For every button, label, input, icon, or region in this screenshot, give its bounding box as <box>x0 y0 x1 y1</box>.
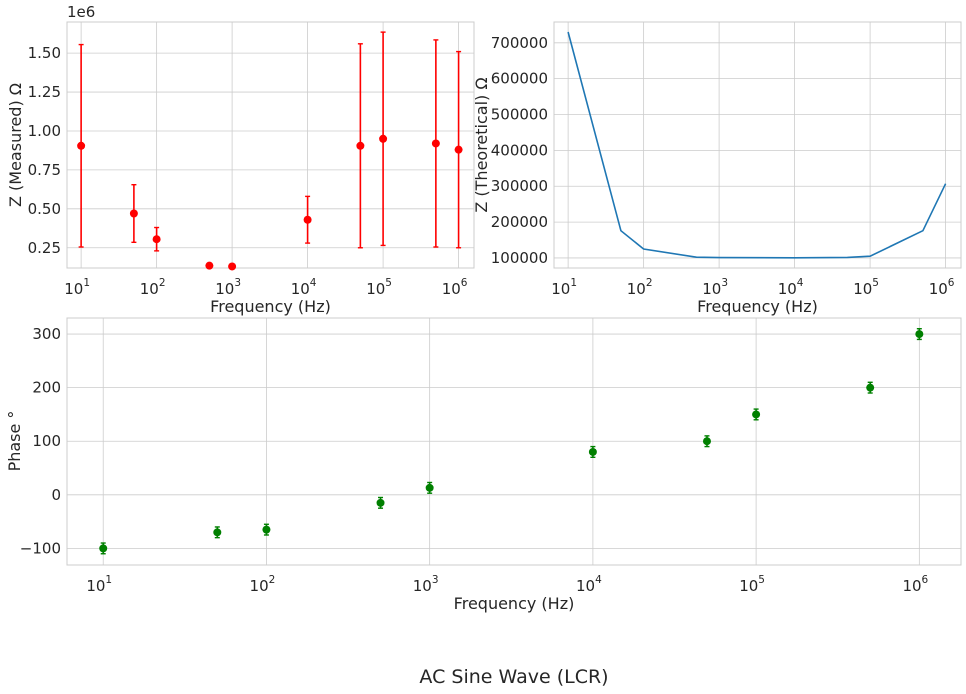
x-tick-label: 101 <box>551 277 577 298</box>
y-tick-label: 300 <box>32 325 61 343</box>
y-tick-label: 0.25 <box>28 239 61 257</box>
y-tick-label: 200 <box>32 379 61 397</box>
data-point <box>205 261 214 270</box>
y-tick-label: 0.75 <box>28 161 61 179</box>
x-axis-label: Frequency (Hz) <box>697 297 818 316</box>
x-tick-label: 105 <box>366 277 392 298</box>
data-point <box>431 139 440 148</box>
y-tick-label: 600000 <box>491 70 548 88</box>
data-point <box>356 141 365 150</box>
y-tick-label: 100 <box>32 432 61 450</box>
figure-title: AC Sine Wave (LCR) <box>419 666 608 688</box>
data-point <box>213 528 222 537</box>
data-point <box>588 447 597 456</box>
theoretical-impedance-plot: 100000 200000 300000 400000 500000 600000 7000… <box>472 21 962 316</box>
y-tick-label: 100000 <box>491 249 548 267</box>
x-tick-label: 106 <box>902 574 928 595</box>
x-tick-label: 106 <box>442 277 468 298</box>
data-point <box>99 544 108 553</box>
plot-frame <box>66 317 962 566</box>
y-tick-label: 300000 <box>491 177 548 195</box>
series-line <box>567 31 947 259</box>
x-tick-label: 101 <box>64 277 90 298</box>
x-tick-label: 105 <box>739 574 765 595</box>
x-tick-label: 101 <box>86 574 112 595</box>
data-point <box>152 235 161 244</box>
data-point <box>866 383 875 392</box>
plot-area <box>554 22 961 268</box>
y-tick-label: 1.50 <box>28 44 61 62</box>
y-axis-label: Phase ° <box>5 411 24 472</box>
y-axis-label: Z (Measured) Ω <box>6 83 25 207</box>
y-tick-label: 200000 <box>491 213 548 231</box>
y-tick-label: 700000 <box>491 34 548 52</box>
axis-offset-label: 1e6 <box>67 3 95 21</box>
phase-plot: −100 0 100 200 300 101 102 103 104 105 106 Frequenc… <box>5 317 962 613</box>
y-tick-label: 1.00 <box>28 122 61 140</box>
x-axis-label: Frequency (Hz) <box>210 297 331 316</box>
data-point <box>262 525 271 534</box>
data-point <box>379 134 388 143</box>
data-point <box>129 209 138 218</box>
data-point <box>454 145 463 154</box>
x-tick-label: 106 <box>929 277 955 298</box>
y-tick-label: −100 <box>20 539 61 557</box>
y-tick-label: 1.25 <box>28 83 61 101</box>
x-tick-label: 105 <box>853 277 879 298</box>
x-tick-label: 102 <box>627 277 653 298</box>
plot-area <box>67 22 474 268</box>
data-point <box>425 483 434 492</box>
data-point <box>376 498 385 507</box>
y-axis-label: Z (Theoretical) Ω <box>472 77 491 212</box>
y-tick-label: 0 <box>51 486 61 504</box>
y-tick-label: 0.50 <box>28 200 61 218</box>
y-tick-label: 400000 <box>491 141 548 159</box>
data-point <box>915 330 924 339</box>
x-tick-label: 102 <box>140 277 166 298</box>
x-tick-label: 102 <box>250 574 276 595</box>
x-tick-label: 103 <box>215 277 241 298</box>
x-tick-label: 104 <box>291 277 317 298</box>
data-point <box>702 437 711 446</box>
measured-impedance-plot: 0.25 0.50 0.75 1.00 1.25 1.50 101 102 103 104 105 1… <box>6 3 475 316</box>
x-tick-label: 103 <box>413 574 439 595</box>
data-point <box>303 215 312 224</box>
plot-frame <box>66 21 475 269</box>
x-tick-label: 103 <box>702 277 728 298</box>
y-tick-label: 500000 <box>491 106 548 124</box>
data-point <box>228 262 237 271</box>
plot-frame <box>553 21 962 269</box>
x-tick-label: 104 <box>778 277 804 298</box>
data-point <box>77 141 86 150</box>
x-axis-label: Frequency (Hz) <box>454 594 575 613</box>
x-tick-label: 104 <box>576 574 602 595</box>
data-point <box>752 410 761 419</box>
